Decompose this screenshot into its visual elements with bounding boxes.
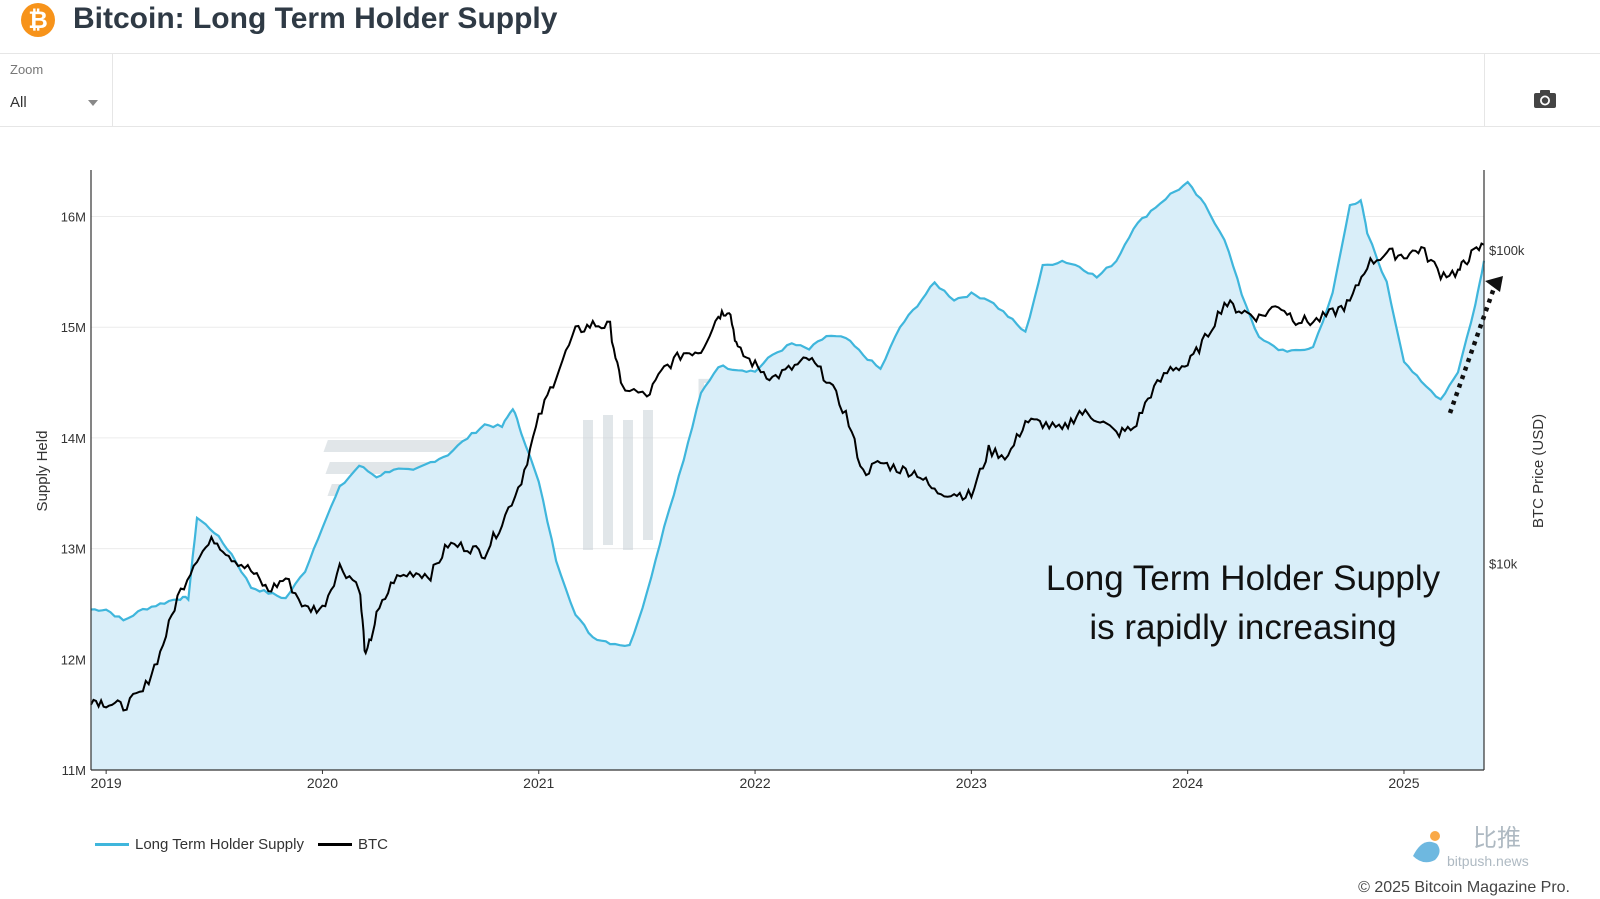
- x-tick-label: 2019: [91, 775, 122, 791]
- y-tick-left: 13M: [61, 542, 86, 557]
- chart-plot: BITCOIN MAGAZINE PRO 11M12M13M14M15M16M$…: [34, 170, 1547, 791]
- annotation-arrow: [1447, 276, 1503, 414]
- watermark-cn: 比推: [1473, 826, 1521, 852]
- zoom-select[interactable]: Zoom All: [0, 54, 113, 126]
- copyright-text: © 2025 Bitcoin Magazine Pro.: [1358, 879, 1570, 896]
- bitpush-watermark-logo: 比推 bitpush.news: [1413, 826, 1529, 869]
- watermark-url: bitpush.news: [1447, 853, 1529, 869]
- zoom-value: All: [10, 94, 27, 111]
- y-tick-right: $100k: [1489, 243, 1525, 258]
- y-tick-right: $10k: [1489, 557, 1518, 572]
- x-tick-label: 2022: [739, 775, 770, 791]
- x-tick-label: 2025: [1388, 775, 1419, 791]
- chart-legend: Long Term Holder Supply BTC: [95, 836, 402, 853]
- x-tick-label: 2023: [956, 775, 987, 791]
- legend-swatch-lths: [95, 843, 129, 846]
- legend-label-lths: Long Term Holder Supply: [135, 836, 304, 853]
- page-title: Bitcoin: Long Term Holder Supply: [73, 2, 558, 35]
- zoom-label: Zoom: [10, 62, 44, 77]
- legend-label-btc: BTC: [357, 836, 388, 853]
- y-tick-left: 11M: [62, 763, 86, 778]
- x-tick-label: 2021: [523, 775, 554, 791]
- x-tick-label: 2024: [1172, 775, 1203, 791]
- lths-area-fill: [91, 182, 1484, 770]
- camera-icon: [1534, 90, 1556, 108]
- y-tick-left: 14M: [61, 431, 86, 446]
- svg-text:₿: ₿: [28, 7, 48, 34]
- y-tick-left: 16M: [61, 209, 86, 224]
- bitcoin-logo-icon: ₿: [21, 3, 55, 37]
- y-tick-left: 15M: [61, 320, 86, 335]
- chart-toolbar: Zoom All: [0, 54, 1600, 127]
- legend-item-btc[interactable]: BTC: [317, 836, 388, 853]
- series-line-btc: [90, 242, 1485, 712]
- annotation-line1: Long Term Holder Supply: [1046, 559, 1441, 598]
- tick-labels: 11M 12M 13M 14M 15M 16M $10k $100k 2019 2020 2021 2…: [61, 209, 1525, 791]
- title-bar: ₿ Bitcoin: Long Term Holder Supply: [0, 0, 1600, 54]
- axes: [90, 170, 1485, 774]
- legend-item-lths[interactable]: Long Term Holder Supply: [95, 836, 304, 853]
- chevron-down-icon: [88, 100, 98, 106]
- x-tick-label: 2020: [307, 775, 338, 791]
- y-axis-label-left: Supply Held: [34, 431, 51, 512]
- y-tick-left: 12M: [61, 652, 86, 667]
- annotation-line2: is rapidly increasing: [1089, 608, 1396, 647]
- legend-swatch-btc: [317, 843, 352, 846]
- series-line-long-term-holder-supply: [90, 180, 1486, 648]
- y-axis-label-right: BTC Price (USD): [1530, 414, 1547, 528]
- download-image-button[interactable]: [1484, 54, 1600, 126]
